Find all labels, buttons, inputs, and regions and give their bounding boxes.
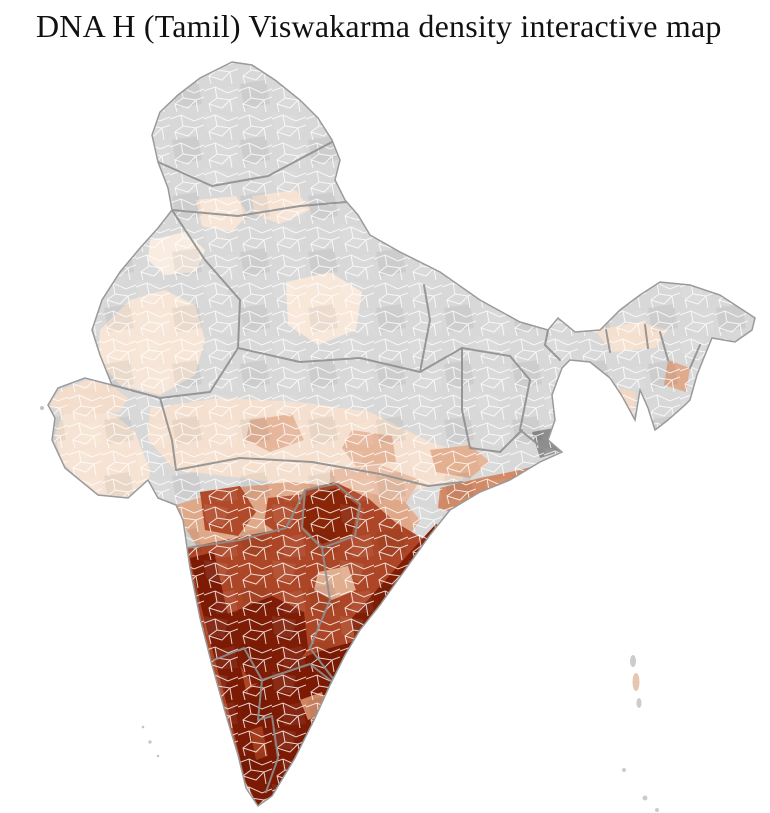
- state-border: [544, 329, 561, 361]
- state-border: [175, 457, 463, 487]
- state-border: [257, 715, 279, 793]
- country-outline: [47, 61, 756, 808]
- lakshadweep-island[interactable]: [141, 725, 145, 729]
- state-border: [213, 647, 263, 721]
- state-border: [461, 347, 471, 449]
- lakshadweep-island[interactable]: [148, 740, 152, 744]
- state-border: [519, 379, 546, 451]
- andaman-island[interactable]: [630, 655, 636, 667]
- andaman-island[interactable]: [636, 698, 642, 708]
- lakshadweep-islands[interactable]: [40, 406, 160, 758]
- state-border: [171, 209, 241, 349]
- nicobar-island[interactable]: [655, 808, 659, 812]
- nicobar-island[interactable]: [642, 795, 648, 801]
- state-border: [309, 547, 341, 689]
- state-border: [237, 347, 463, 373]
- state-border: [469, 429, 523, 453]
- state-border: [261, 663, 341, 689]
- state-border: [111, 347, 239, 399]
- state-border: [157, 141, 333, 187]
- andaman-island[interactable]: [632, 673, 640, 691]
- district-borders-mesh: [48, 62, 755, 806]
- state-border: [301, 483, 361, 549]
- coastal-islet[interactable]: [40, 406, 44, 410]
- state-border: [171, 201, 347, 217]
- state-border: [159, 397, 177, 471]
- lakshadweep-island[interactable]: [156, 754, 160, 758]
- state-border: [419, 284, 431, 373]
- page-title: DNA H (Tamil) Viswakarma density interac…: [36, 8, 722, 44]
- state-borders: [111, 141, 701, 793]
- state-border: [461, 347, 531, 381]
- andaman-nicobar-islands[interactable]: [622, 655, 659, 812]
- nicobar-island[interactable]: [622, 768, 626, 772]
- state-border: [605, 324, 701, 369]
- state-border: [185, 489, 306, 549]
